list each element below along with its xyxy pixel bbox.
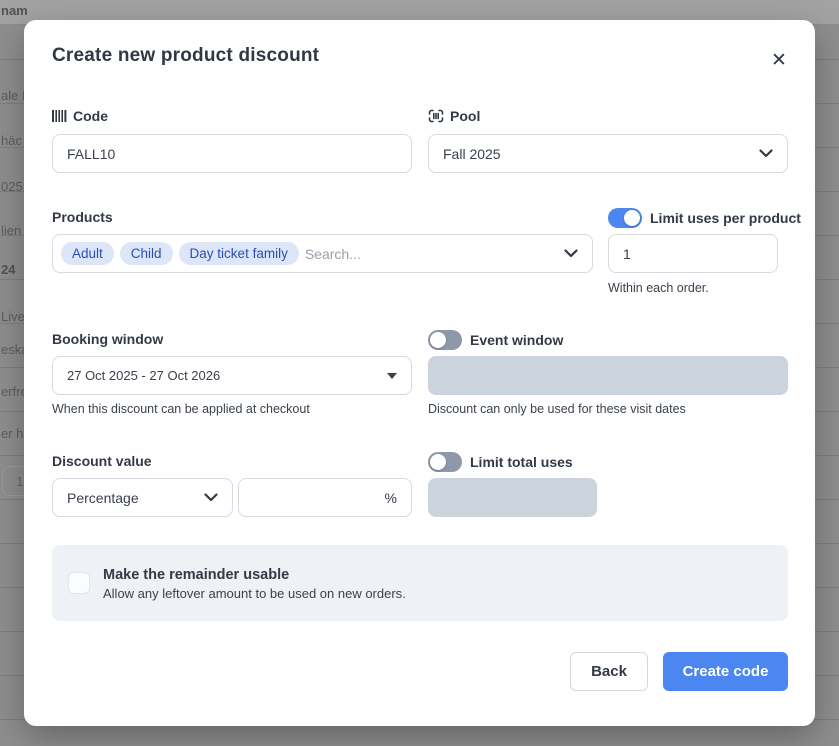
event-window-disabled-input <box>428 356 788 395</box>
backdrop-table-text: eska <box>1 342 29 357</box>
code-label: Code <box>52 108 108 124</box>
limit-total-toggle[interactable] <box>428 452 462 472</box>
limit-uses-helper: Within each order. <box>608 281 709 295</box>
discount-value-label: Discount value <box>52 453 152 469</box>
close-icon[interactable]: ✕ <box>771 49 787 71</box>
limit-uses-label: Limit uses per product <box>650 210 801 226</box>
limit-total-label: Limit total uses <box>470 454 573 470</box>
chevron-down-icon <box>564 249 578 258</box>
chevron-down-icon <box>759 149 773 158</box>
backdrop-table-text: Live <box>1 309 25 324</box>
limit-uses-toggle-row: Limit uses per product <box>608 208 801 228</box>
percent-suffix: % <box>384 489 397 506</box>
code-field-wrap <box>52 134 412 173</box>
toggle-knob <box>430 332 446 348</box>
pool-select[interactable]: Fall 2025 <box>428 134 788 173</box>
booking-window-select[interactable]: 27 Oct 2025 - 27 Oct 2026 <box>52 356 412 395</box>
discount-value-label-text: Discount value <box>52 453 152 469</box>
barcode-icon <box>52 109 67 123</box>
pool-label-text: Pool <box>450 108 481 124</box>
backdrop-table-text: nam <box>1 3 28 18</box>
modal-title: Create new product discount <box>52 45 320 66</box>
limit-total-disabled-input <box>428 478 597 517</box>
products-multiselect[interactable]: Adult Child Day ticket family <box>52 234 593 273</box>
booking-window-value: 27 Oct 2025 - 27 Oct 2026 <box>67 368 221 383</box>
limit-uses-input[interactable] <box>608 234 778 273</box>
product-tag[interactable]: Day ticket family <box>178 242 299 265</box>
back-button[interactable]: Back <box>570 652 648 691</box>
chevron-down-icon <box>204 493 218 502</box>
caret-down-icon <box>387 372 397 379</box>
discount-amount-input[interactable] <box>253 489 379 506</box>
discount-type-select[interactable]: Percentage <box>52 478 233 517</box>
backdrop-table-text: er hi <box>1 426 27 441</box>
discount-type-value: Percentage <box>67 489 139 506</box>
event-window-toggle[interactable] <box>428 330 462 350</box>
limit-total-toggle-row: Limit total uses <box>428 452 573 472</box>
backdrop-table-text: ale I <box>1 88 26 103</box>
toggle-knob <box>624 210 640 226</box>
booking-window-label: Booking window <box>52 331 163 347</box>
event-window-toggle-row: Event window <box>428 330 563 350</box>
backdrop-table-text: 24 <box>1 262 16 277</box>
toggle-knob <box>430 454 446 470</box>
products-label: Products <box>52 209 113 225</box>
remainder-title: Make the remainder usable <box>103 567 290 583</box>
remainder-checkbox[interactable] <box>68 572 90 594</box>
product-tag[interactable]: Adult <box>61 242 114 265</box>
backdrop-table-text: erfre <box>1 384 28 399</box>
remainder-description: Allow any leftover amount to be used on … <box>103 586 406 601</box>
event-window-label: Event window <box>470 332 564 348</box>
products-search-input[interactable] <box>304 245 550 262</box>
limit-uses-field-wrap <box>608 234 778 273</box>
create-code-button[interactable]: Create code <box>663 652 788 691</box>
booking-window-label-text: Booking window <box>52 331 164 347</box>
backdrop-table-text: häc <box>1 133 22 148</box>
create-discount-modal: Create new product discount ✕ Code Pool <box>24 20 815 726</box>
booking-window-helper: When this discount can be applied at che… <box>52 402 310 416</box>
event-window-helper: Discount can only be used for these visi… <box>428 402 686 416</box>
discount-amount-wrap: % <box>238 478 412 517</box>
product-tag[interactable]: Child <box>119 242 173 265</box>
pool-label: Pool <box>428 108 480 124</box>
code-input[interactable] <box>52 134 412 173</box>
remainder-panel: Make the remainder usable Allow any left… <box>52 545 788 621</box>
code-label-text: Code <box>73 108 108 124</box>
products-label-text: Products <box>52 209 113 225</box>
pool-selected-value: Fall 2025 <box>443 145 501 162</box>
backdrop-table-text: lien <box>1 223 22 238</box>
backdrop-table-text: 025 <box>1 179 23 194</box>
limit-uses-toggle[interactable] <box>608 208 642 228</box>
scan-icon <box>428 109 444 123</box>
